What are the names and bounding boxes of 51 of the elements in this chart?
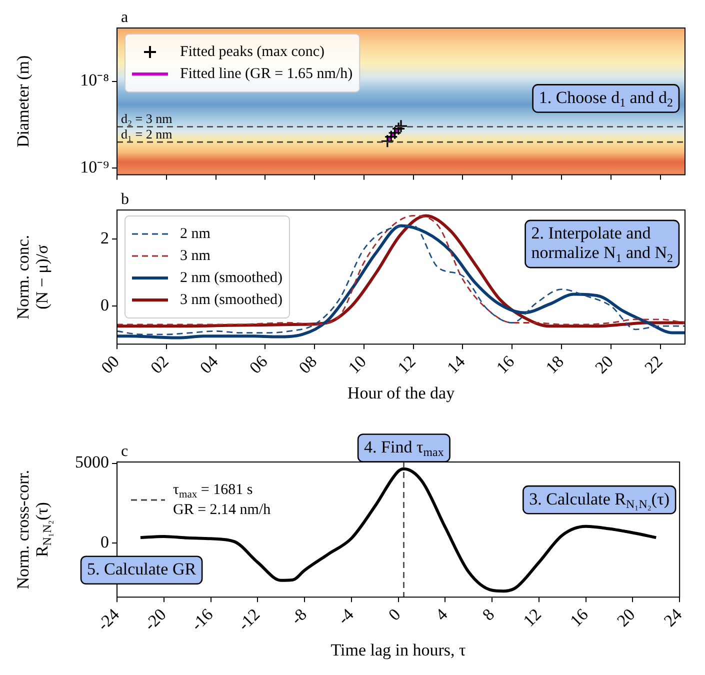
x-tick-label: 12 <box>519 604 545 630</box>
x-axis-title: Time lag in hours, τ <box>330 640 466 660</box>
x-tick-label: 8 <box>478 604 498 624</box>
annotation: 5. Calculate GR <box>87 560 197 579</box>
x-tick-label: 0 <box>384 604 404 624</box>
y-tick-label: 0 <box>100 295 109 314</box>
x-tick-label: 10 <box>344 352 370 378</box>
chart-title: b <box>121 191 129 208</box>
x-tick-label: 14 <box>443 352 470 378</box>
chart-title: c <box>121 443 128 460</box>
ref-line-label: d₁ = 2 nm <box>121 126 172 142</box>
legend-label: 3 nm <box>180 248 211 264</box>
x-tick-label: 16 <box>492 352 518 378</box>
point <box>392 122 406 136</box>
x-tick-label: 08 <box>295 352 321 378</box>
x-tick-label: 4 <box>432 604 452 624</box>
x-tick-label: 02 <box>146 352 172 378</box>
legend-label: 2 nm <box>180 226 211 242</box>
x-axis-title: Hour of the day <box>347 383 456 402</box>
x-tick-label: 20 <box>591 352 617 378</box>
legend-label: Fitted peaks (max conc) <box>180 44 325 60</box>
x-tick-label: 22 <box>640 352 666 378</box>
y-axis-title: Norm. conc. (N − μ)/σ <box>13 234 52 320</box>
legend-label: Fitted line (GR = 1.65 nm/h) <box>180 66 353 82</box>
x-tick-label: 18 <box>542 352 568 378</box>
x-tick-label: -16 <box>187 604 217 634</box>
x-tick-label: 06 <box>246 352 272 378</box>
point <box>380 134 394 148</box>
x-tick-label: 04 <box>196 352 222 378</box>
chart-title: a <box>121 9 128 26</box>
legend-label: 3 nm (smoothed) <box>180 292 282 308</box>
x-tick-label: -12 <box>234 604 264 634</box>
ref-line-label: d₂ = 3 nm <box>121 111 172 126</box>
y-tick-label: 2 <box>100 228 109 248</box>
y-tick-label: 0 <box>100 532 109 552</box>
point <box>394 119 408 133</box>
point <box>384 130 398 144</box>
x-tick-label: -8 <box>287 604 311 628</box>
x-tick-label: 16 <box>566 604 592 630</box>
x-tick-label: 20 <box>613 604 639 630</box>
y-tick-label: 10⁻⁹ <box>80 158 110 177</box>
y-axis-title: Diameter (m) <box>13 55 32 148</box>
legend-label: 2 nm (smoothed) <box>180 270 282 286</box>
x-tick-label: 00 <box>98 352 123 378</box>
y-tick-label: 5000 <box>75 452 109 472</box>
y-tick-label: 10⁻⁸ <box>80 70 110 90</box>
x-tick-label: 12 <box>394 352 420 378</box>
x-tick-label: -20 <box>140 604 170 634</box>
x-tick-label: -4 <box>334 604 358 628</box>
x-tick-label: -24 <box>94 604 124 634</box>
x-tick-label: 24 <box>660 604 686 630</box>
